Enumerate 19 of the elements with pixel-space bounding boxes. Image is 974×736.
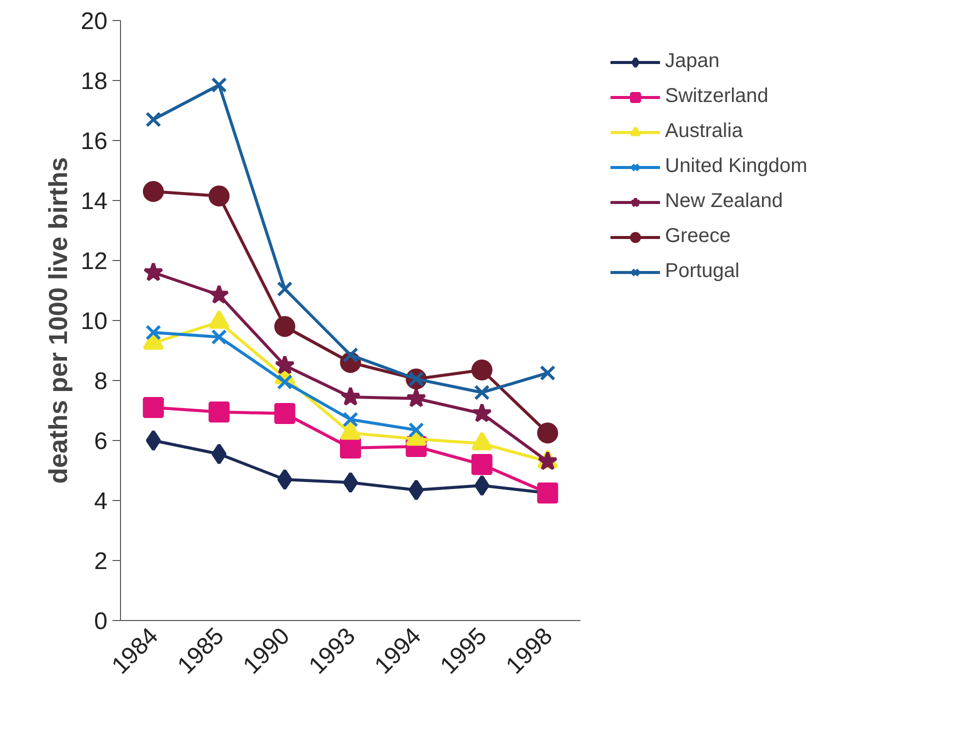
- y-tick-label: 8: [94, 368, 108, 395]
- legend-label: Greece: [665, 225, 731, 248]
- y-tick-label: 18: [80, 68, 108, 95]
- legend-label: Japan: [665, 50, 720, 73]
- y-tick-label: 2: [94, 548, 108, 575]
- y-tick-label: 6: [94, 428, 108, 455]
- legend-label: New Zealand: [665, 190, 783, 213]
- y-tick-label: 4: [94, 488, 108, 515]
- y-tick-label: 10: [80, 308, 108, 335]
- y-tick-label: 12: [80, 248, 108, 275]
- legend-label: United Kingdom: [665, 155, 808, 178]
- legend-label: Australia: [665, 120, 743, 143]
- y-tick-label: 16: [80, 128, 108, 155]
- y-tick-label: 20: [80, 8, 108, 35]
- legend-label: Portugal: [665, 260, 740, 283]
- y-tick-label: 14: [80, 188, 108, 215]
- y-axis-title: deaths per 1000 live births: [42, 157, 73, 484]
- legend-label: Switzerland: [665, 85, 768, 108]
- y-tick-label: 0: [94, 608, 108, 635]
